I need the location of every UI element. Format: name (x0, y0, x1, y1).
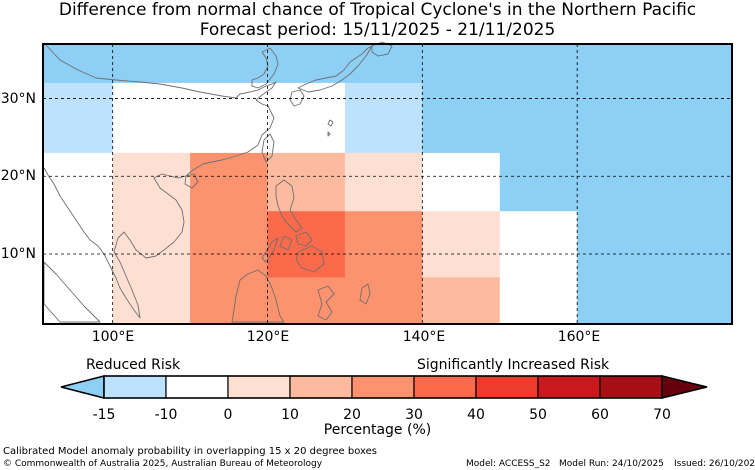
colorbar-bin (351, 375, 415, 399)
anomaly-cell (267, 211, 346, 278)
colorbar-bin (227, 375, 291, 399)
lat-label-10n: 10°N (0, 246, 36, 262)
coast-mindanao (295, 245, 325, 273)
anomaly-cell (422, 277, 501, 325)
lat-label-20n: 20°N (0, 168, 36, 184)
forecast-period: Forecast period: 15/11/2025 - 21/11/2025 (199, 20, 556, 40)
colorbar-bin (103, 375, 167, 399)
anomaly-cell (43, 82, 114, 154)
colorbar-tick: 40 (467, 407, 485, 423)
coast-hainan (184, 173, 199, 189)
colorbar-under-arrow (60, 375, 105, 399)
colorbar (60, 375, 708, 399)
anomaly-cell (43, 44, 733, 84)
colorbar-tick: 20 (343, 407, 361, 423)
coast-palawan (261, 237, 279, 263)
anomaly-cell (43, 152, 114, 325)
colorbar-bin (289, 375, 353, 399)
anomaly-cell (112, 152, 191, 325)
lon-label-140e: 140°E (402, 329, 446, 345)
colorbar-tick: 50 (529, 407, 547, 423)
map-title: Difference from normal chance of Tropica… (58, 0, 697, 20)
footer-model-run: Model Run: 24/10/2025 (559, 459, 664, 469)
footer-copyright: © Commonwealth of Australia 2025, Austra… (3, 459, 323, 469)
lon-label-100e: 100°E (91, 329, 135, 345)
coast-hokkaido (371, 41, 393, 57)
lon-label-120e: 120°E (246, 329, 290, 345)
coast-sulawesi (317, 285, 335, 321)
colorbar-bin (475, 375, 539, 399)
anomaly-cell (344, 211, 423, 325)
colorbar-tick: 10 (281, 407, 299, 423)
anomaly-cell (112, 82, 346, 154)
coast-taiwan (261, 133, 275, 163)
lat-label-30n: 30°N (0, 91, 36, 107)
footer-method-note: Calibrated Model anomaly probability in … (3, 446, 378, 457)
anomaly-cell (344, 152, 423, 212)
footer-model: Model: ACCESS_S2 (466, 459, 551, 469)
coast-borneo (231, 269, 285, 323)
colorbar-bin (413, 375, 477, 399)
anomaly-cell (422, 211, 501, 278)
colorbar-over-arrow (661, 375, 708, 399)
coast-bonin (327, 119, 334, 137)
anomaly-cell (267, 277, 346, 325)
anomaly-cells (43, 44, 733, 325)
map-frame (42, 43, 733, 325)
colorbar-tick: -10 (154, 407, 178, 423)
coast-korea (251, 47, 279, 89)
coast-sumatra (43, 261, 101, 323)
colorbar-bin (537, 375, 601, 399)
coast-halmahera (359, 283, 371, 305)
colorbar-tick: 30 (405, 407, 423, 423)
colorbar-tick: 0 (223, 407, 233, 423)
colorbar-outline (103, 375, 663, 399)
gridlines (43, 44, 732, 324)
coast-kyushu (289, 89, 305, 107)
anomaly-cell (190, 152, 269, 325)
increased-risk-label: Significantly Increased Risk (417, 357, 610, 373)
colorbar-tick: 70 (653, 407, 671, 423)
coast-japan (297, 45, 373, 93)
colorbar-tick: -15 (92, 407, 116, 423)
lon-label-160e: 160°E (557, 329, 601, 345)
colorbar-bin (165, 375, 229, 399)
coast-luzon (275, 179, 303, 233)
footer-issued: Issued: 26/10/2025 (674, 459, 755, 469)
anomaly-cell (422, 152, 501, 212)
colorbar-bin (599, 375, 663, 399)
anomaly-cell (499, 152, 578, 212)
colorbar-bins (103, 375, 663, 399)
coast-visayas (279, 231, 313, 251)
anomaly-cell (267, 152, 346, 212)
colorbar-title: Percentage (%) (323, 422, 432, 438)
reduced-risk-label: Reduced Risk (86, 357, 181, 373)
colorbar-tick: 60 (591, 407, 609, 423)
anomaly-cell (499, 211, 578, 325)
anomaly-cell (344, 82, 423, 154)
anomaly-cell (577, 152, 733, 325)
